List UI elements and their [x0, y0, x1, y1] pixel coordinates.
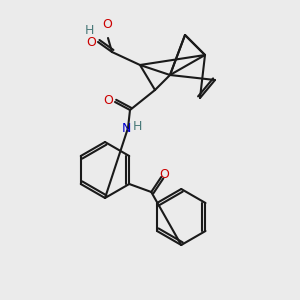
Text: O: O	[103, 94, 113, 106]
Text: H: H	[84, 23, 94, 37]
Text: O: O	[159, 167, 169, 181]
Text: O: O	[102, 19, 112, 32]
Text: O: O	[86, 35, 96, 49]
Text: N: N	[121, 122, 131, 134]
Text: H: H	[132, 119, 142, 133]
